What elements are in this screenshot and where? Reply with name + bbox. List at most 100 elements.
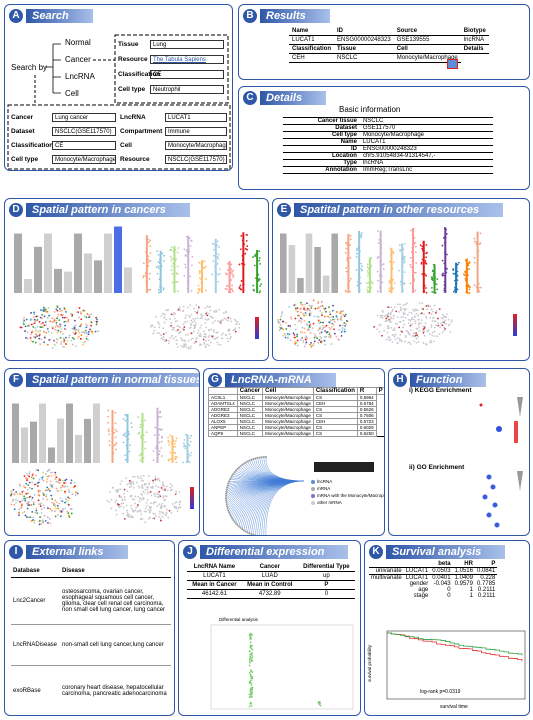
cell-dot (313, 342, 315, 345)
violin-dot (379, 247, 382, 250)
cell-dot (126, 483, 129, 486)
violin-dot (124, 454, 127, 457)
table-cell: 0 (297, 589, 355, 599)
cell-dot (141, 496, 144, 499)
cell-dot (51, 509, 53, 512)
cell-dot (56, 316, 59, 318)
cell-dot (224, 334, 227, 337)
cell-dot (308, 314, 311, 317)
violin-dot (359, 250, 361, 253)
cell-dot (138, 509, 140, 512)
node (233, 520, 236, 523)
cell-dot (147, 485, 149, 488)
violin-dot (256, 254, 258, 257)
cell-dot (385, 319, 388, 321)
violin-dot (155, 427, 158, 429)
node (225, 503, 228, 506)
cell-dot (79, 337, 82, 340)
violin-dot (227, 269, 230, 272)
table-cell: LUCAT1 (403, 567, 431, 575)
violin-dot (186, 287, 189, 290)
cell-dot (169, 489, 172, 492)
panel-header: F Spatial pattern in normal tissues (9, 372, 199, 387)
violin-dot (468, 268, 470, 271)
cell-dot (333, 318, 336, 321)
cell-dot (22, 321, 25, 324)
cell-dot (330, 343, 333, 345)
cell-dot (202, 338, 205, 341)
cell-dot (56, 331, 59, 334)
bar-art (54, 268, 62, 293)
cell-dot (215, 309, 218, 312)
cell-dot (162, 336, 165, 338)
violin-dot (200, 281, 203, 284)
cell-dot (30, 476, 33, 479)
violin-dot (111, 429, 114, 432)
cell-dot (431, 334, 434, 337)
cell-dot (88, 316, 90, 319)
cell-dot (308, 326, 311, 328)
violin-dot (478, 290, 481, 293)
cell-dot (416, 314, 419, 317)
table-row: LncRNA Name Cancer Differential Type (187, 563, 355, 572)
cell-dot (128, 479, 131, 482)
cell-dot (170, 324, 172, 327)
cell-dot (49, 508, 52, 510)
cell-dot (169, 486, 172, 489)
cell-dot (158, 494, 161, 497)
violin-dot (189, 275, 191, 278)
cell-dot (415, 337, 418, 340)
cell-dot (276, 318, 279, 321)
cell-dot (121, 499, 124, 502)
violin-dot (245, 233, 248, 236)
table-cell: Lnc2Cancer (11, 577, 60, 625)
cell-dot (165, 318, 168, 321)
cell-dot (333, 321, 336, 323)
table-cell: multivariate (371, 575, 402, 581)
cell-dot (189, 316, 191, 318)
violin-dot (189, 245, 192, 247)
violin-dot (146, 262, 149, 265)
dot (249, 635, 251, 637)
violin-dot (380, 243, 382, 246)
violin-dot (410, 266, 412, 269)
cell-dot (73, 326, 76, 329)
cell-dot (310, 307, 313, 309)
cell-dot (158, 512, 161, 515)
search-option: Cancer (65, 55, 91, 64)
cell-dot (173, 317, 176, 320)
table-cell: NSCLC (334, 53, 394, 63)
table-cell: 0.0503 (430, 567, 453, 575)
violin-dot (246, 245, 249, 248)
node (250, 533, 253, 535)
violin-dot (391, 280, 394, 283)
node (226, 486, 229, 489)
cell-dot (392, 315, 395, 317)
violin-dot (142, 262, 145, 265)
filter-label: Resource (118, 56, 148, 63)
form-label: Cancer (11, 114, 34, 121)
node (225, 492, 228, 495)
cell-dot (90, 321, 93, 324)
function-panel: H Function i) KEGG Enrichment ii) GO Enrich… (388, 368, 530, 536)
cell-dot (391, 310, 394, 313)
node (241, 463, 244, 466)
dot (250, 684, 253, 686)
cell-dot (314, 335, 317, 337)
violin-dot (446, 267, 448, 270)
cell-dot (156, 332, 159, 334)
cell-dot (427, 304, 430, 306)
cell-dot (80, 318, 83, 321)
cell-dot (28, 471, 31, 473)
cell-dot (30, 519, 33, 522)
violin-dot (366, 263, 369, 266)
cell-dot (436, 335, 438, 338)
cell-dot (176, 346, 179, 348)
y-axis-label: survival probability (367, 644, 373, 683)
cell-dot (391, 341, 394, 343)
violin-dot (369, 286, 372, 289)
violin-dot (122, 418, 125, 420)
cell-dot (59, 479, 62, 482)
legend-entry: mRNA (317, 486, 331, 491)
cell-dot (131, 475, 134, 478)
